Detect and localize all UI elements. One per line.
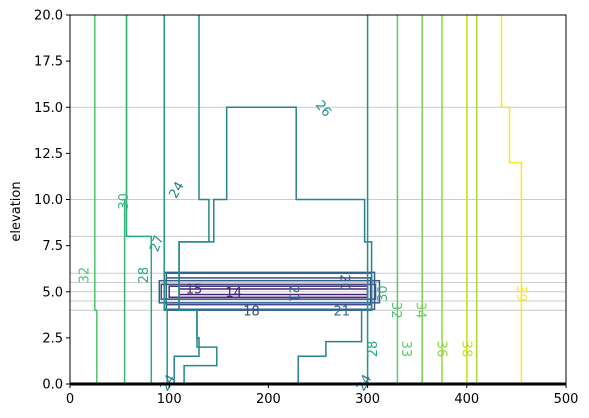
- contour-label: 33: [398, 341, 413, 358]
- y-axis: 0.0 2.5 5.0 7.5 10.0 12.5 15.0 17.5 20.0: [34, 9, 70, 393]
- contour-line-39: [500, 15, 523, 384]
- x-tick-label: 400: [454, 392, 479, 407]
- contour-label: 39: [513, 285, 528, 302]
- y-tick-label: 5.0: [42, 285, 63, 300]
- contour-line-20: [158, 279, 381, 304]
- contour-label: 26: [312, 98, 334, 120]
- contour-label: 18: [243, 305, 260, 320]
- contour-line-24: [173, 106, 373, 384]
- x-tick-label: 300: [355, 392, 380, 407]
- y-tick-label: 17.5: [34, 55, 63, 70]
- y-tick-label: 20.0: [34, 9, 63, 24]
- contour-label: 21: [286, 285, 301, 302]
- y-tick-label: 7.5: [42, 239, 63, 254]
- y-tick-label: 0.0: [42, 378, 63, 393]
- y-tick-label: 15.0: [34, 101, 63, 116]
- contour-label: 34: [413, 302, 428, 319]
- contour-line-27: [163, 15, 168, 384]
- contour-label: 15: [186, 282, 203, 297]
- contour-line-32: [94, 15, 98, 384]
- y-tick-label: 10.0: [34, 193, 63, 208]
- x-tick-label: 100: [157, 392, 182, 407]
- contour-label: 30: [376, 285, 391, 302]
- contour-label: 32: [77, 267, 92, 284]
- contour-label: 32: [388, 302, 403, 319]
- contour-label: 36: [434, 341, 449, 358]
- x-tick-label: 0: [66, 392, 74, 407]
- y-axis-label: elevation: [9, 181, 24, 241]
- contour-line-25: [178, 15, 218, 384]
- contour-label: 28: [366, 341, 381, 358]
- y-tick-label: 2.5: [42, 331, 63, 346]
- contour-label: 20: [336, 274, 351, 291]
- contour-line-18: [160, 283, 377, 300]
- contour-label: 24: [167, 179, 188, 201]
- x-tick-label: 200: [256, 392, 281, 407]
- y-tick-label: 12.5: [34, 147, 63, 162]
- x-axis: 0 100 200 300 400 500: [66, 384, 579, 407]
- contour-label: 38: [458, 341, 473, 358]
- contour-label: 28: [137, 267, 152, 284]
- contour-label: 30: [117, 193, 132, 210]
- contour-label: 14: [225, 286, 242, 301]
- contour-label: 27: [147, 233, 167, 254]
- contour-line-30: [123, 15, 128, 384]
- contour-lines: [94, 15, 523, 384]
- contour-label: 21: [334, 305, 351, 320]
- x-tick-label: 500: [554, 392, 579, 407]
